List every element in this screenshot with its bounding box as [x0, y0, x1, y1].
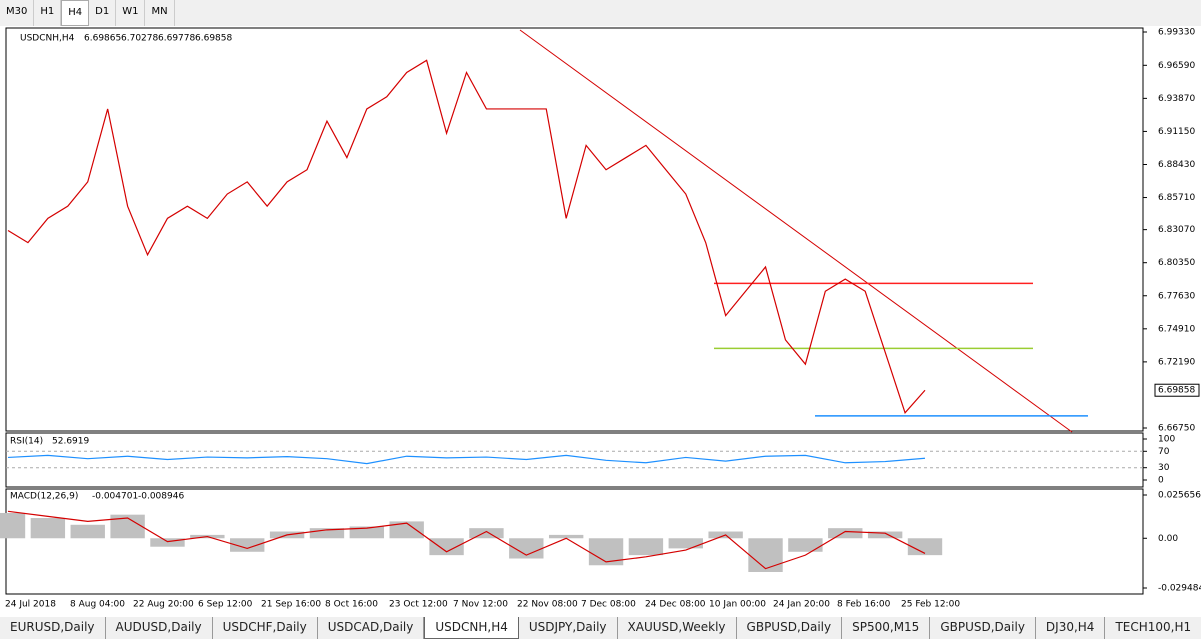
symbol-tab[interactable]: SP500,M15 [842, 617, 931, 639]
x-tick-label: 8 Feb 16:00 [837, 600, 891, 610]
y-tick-label: 6.80350 [1158, 258, 1195, 268]
timeframe-button[interactable]: D1 [89, 0, 117, 26]
y-tick-label: 6.77630 [1158, 291, 1195, 301]
macd-bar [309, 528, 345, 539]
macd-value: -0.008946 [138, 492, 184, 502]
macd-bar [788, 538, 823, 552]
y-tick-label: 30 [1158, 463, 1170, 473]
x-tick-label: 24 Jan 20:00 [773, 600, 830, 610]
symbol-tab[interactable]: AUDUSD,Daily [106, 617, 213, 639]
macd-bar [548, 534, 584, 539]
x-tick-label: 10 Jan 00:00 [709, 600, 766, 610]
y-tick-label: 0.025656 [1158, 491, 1201, 501]
ohlc-value: 6.69865 [84, 34, 121, 44]
x-tick-label: 8 Aug 04:00 [70, 600, 125, 610]
macd-bar [469, 528, 504, 539]
y-tick-label: 6.66750 [1158, 424, 1195, 434]
x-tick-label: 22 Nov 08:00 [517, 600, 578, 610]
symbol-tab[interactable]: USDCAD,Daily [318, 617, 425, 639]
x-tick-label: 21 Sep 16:00 [261, 600, 321, 610]
y-tick-label: 6.88430 [1158, 160, 1195, 170]
macd-bar [70, 524, 105, 539]
symbol-tab[interactable]: TECH100,H1 [1105, 617, 1201, 639]
macd-bar [748, 538, 783, 573]
y-tick-label: 6.96590 [1158, 61, 1195, 71]
macd-bar [429, 538, 464, 556]
x-tick-label: 8 Oct 16:00 [325, 600, 378, 610]
x-tick-label: 22 Aug 20:00 [133, 600, 194, 610]
timeframe-button[interactable]: H1 [34, 0, 62, 26]
y-tick-label: 6.74910 [1158, 324, 1195, 334]
macd-bar [867, 531, 903, 539]
rsi-panel [5, 432, 1144, 488]
macd-bar [349, 526, 385, 539]
current-price-label: 6.69858 [1158, 386, 1195, 396]
macd-bar [828, 528, 863, 539]
y-tick-label: -0.029484 [1158, 584, 1201, 594]
y-tick-label: 0 [1158, 476, 1164, 486]
symbol-tab[interactable]: GBPUSD,Daily [737, 617, 843, 639]
symbol-tab[interactable]: GBPUSD,Daily [930, 617, 1036, 639]
x-tick-label: 23 Oct 12:00 [389, 600, 448, 610]
y-tick-label: 6.93870 [1158, 94, 1195, 104]
rsi-value: 52.6919 [52, 437, 89, 447]
x-tick-label: 25 Feb 12:00 [901, 600, 960, 610]
rsi-line [7, 454, 926, 465]
timeframe-toolbar: M30 H1 H4 D1 W1 MN [0, 0, 175, 26]
macd-bar [110, 514, 145, 539]
timeframe-button[interactable]: MN [145, 0, 175, 26]
current-price-box [1154, 383, 1200, 397]
macd-bar [0, 512, 26, 539]
chart: USDCNH,H4 RSI(14) MACD(12,26,9) 6.99330 6… [0, 26, 1201, 617]
y-tick-label: 6.83070 [1158, 225, 1195, 235]
symbol-tab[interactable]: USDJPY,Daily [519, 617, 618, 639]
x-tick-label: 7 Dec 08:00 [581, 600, 636, 610]
x-tick-label: 6 Sep 12:00 [198, 600, 253, 610]
macd-bar [150, 538, 185, 547]
macd-title: MACD(12,26,9) [10, 492, 78, 502]
symbol-tab[interactable]: USDCHF,Daily [213, 617, 318, 639]
timeframe-button[interactable]: M30 [0, 0, 35, 26]
trend-line [519, 29, 1073, 433]
macd-panel [5, 488, 1144, 595]
symbol-tab[interactable]: DJ30,H4 [1036, 617, 1106, 639]
x-tick-label: 24 Jul 2018 [5, 600, 56, 610]
x-tick-label: 24 Dec 08:00 [645, 600, 706, 610]
macd-bar [30, 518, 66, 539]
y-tick-label: 6.85710 [1158, 193, 1195, 203]
price-line [7, 59, 926, 414]
macd-bar [628, 538, 664, 556]
ohlc-value: 6.69778 [158, 34, 195, 44]
timeframe-button[interactable]: W1 [116, 0, 146, 26]
macd-bar [389, 521, 424, 539]
signal-line [7, 510, 926, 570]
y-tick-label: 6.72190 [1158, 357, 1195, 367]
macd-bar [230, 538, 265, 552]
rsi-title: RSI(14) [10, 437, 43, 447]
symbol-tab[interactable]: EURUSD,Daily [0, 617, 106, 639]
symbol-tab[interactable]: USDCNH,H4 [424, 617, 519, 639]
macd-bar [668, 538, 703, 549]
y-tick-label: 6.91150 [1158, 127, 1195, 137]
y-tick-label: 6.99330 [1158, 28, 1195, 38]
symbol-tabs: EURUSD,Daily AUDUSD,Daily USDCHF,Daily USDC… [0, 617, 1201, 639]
ohlc-value: 6.69858 [195, 34, 232, 44]
ohlc-value: 6.70278 [121, 34, 158, 44]
macd-bar [509, 538, 544, 559]
y-tick-label: 100 [1158, 435, 1175, 445]
x-tick-label: 7 Nov 12:00 [453, 600, 508, 610]
timeframe-button[interactable]: H4 [61, 0, 90, 26]
symbol-tab[interactable]: XAUUSD,Weekly [618, 617, 737, 639]
background [0, 26, 1201, 617]
y-tick-label: 0.00 [1158, 534, 1178, 544]
macd-bar [907, 538, 943, 556]
main-title: USDCNH,H4 [20, 34, 75, 44]
y-tick-label: 70 [1158, 447, 1170, 457]
macd-value: -0.004701 [92, 492, 138, 502]
